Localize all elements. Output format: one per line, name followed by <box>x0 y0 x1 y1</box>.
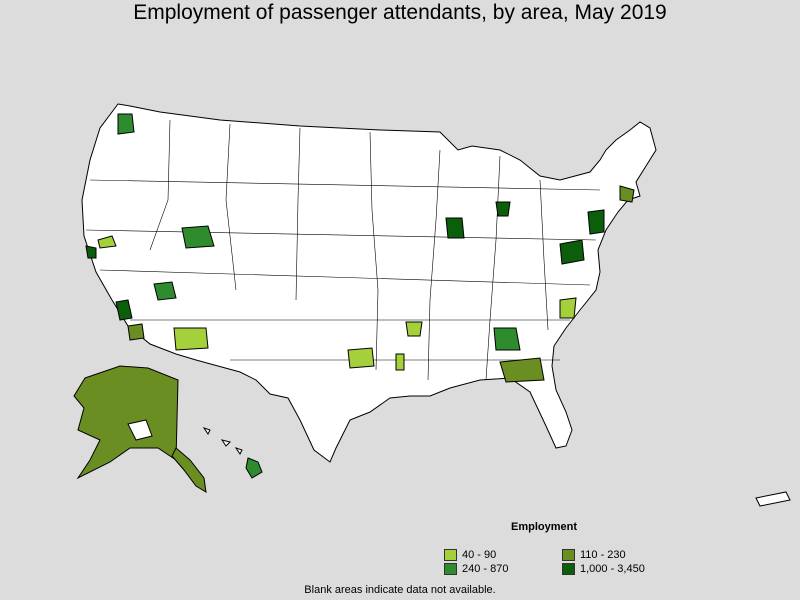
area-dallas <box>347 347 375 369</box>
legend-swatch <box>444 562 457 575</box>
puerto-rico <box>755 491 791 507</box>
area-atlanta <box>493 327 521 351</box>
area-memphis <box>405 321 423 337</box>
legend-swatch <box>562 562 575 575</box>
legend-item-110-230: 110 - 230 <box>562 548 626 561</box>
alaska-region <box>73 365 179 480</box>
legend-title: Employment <box>511 521 578 533</box>
area-chicago <box>445 217 465 239</box>
legend-item-40-90: 40 - 90 <box>444 548 496 561</box>
hawaii-big-island <box>245 457 263 479</box>
area-san-francisco <box>85 245 97 259</box>
area-seattle <box>117 113 135 135</box>
hawaii-islands <box>202 427 243 455</box>
map-title: Employment of passenger attendants, by a… <box>133 1 667 24</box>
area-san-diego <box>127 323 145 341</box>
legend-label: 1,000 - 3,450 <box>580 562 645 575</box>
area-salt-lake-city <box>181 225 215 249</box>
area-phoenix <box>173 327 209 351</box>
legend-item-1000-3450: 1,000 - 3,450 <box>562 562 645 575</box>
area-las-vegas <box>153 281 177 301</box>
area-shreveport <box>395 353 405 371</box>
area-charlotte <box>559 297 577 319</box>
area-jacksonville <box>499 357 545 383</box>
footnote: Blank areas indicate data not available. <box>304 584 496 596</box>
legend-label: 40 - 90 <box>462 548 497 561</box>
puerto-rico-shape <box>755 491 791 507</box>
area-new-york <box>587 209 605 235</box>
area-washington-dc <box>559 239 585 265</box>
legend-swatch <box>444 548 457 561</box>
area-los-angeles <box>115 299 133 321</box>
interior-borders <box>85 119 601 381</box>
alaska-blank-area <box>127 419 153 441</box>
area-boston <box>619 185 635 203</box>
legend-label: 110 - 230 <box>580 548 626 561</box>
legend-label: 240 - 870 <box>462 562 509 575</box>
area-sacramento <box>97 235 117 249</box>
legend-item-240-870: 240 - 870 <box>444 562 508 575</box>
alaska <box>73 365 207 493</box>
hawaii <box>202 427 263 479</box>
highlighted-areas <box>85 113 635 383</box>
legend-swatch <box>562 548 575 561</box>
area-detroit <box>495 201 511 217</box>
alaska-panhandle <box>171 447 207 493</box>
